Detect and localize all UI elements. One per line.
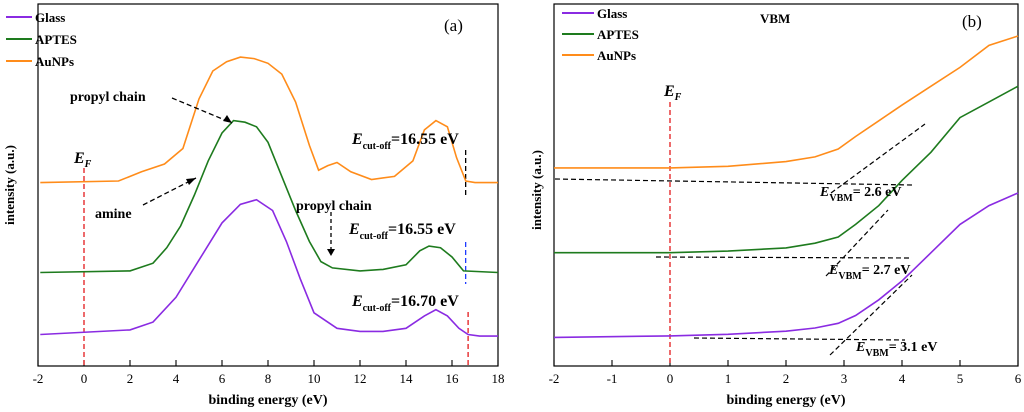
- annotation-propyl-chain-top: propyl chain: [70, 90, 146, 105]
- panel-a-label: (a): [444, 16, 463, 35]
- panel-a-frame: [37, 3, 499, 367]
- vbm-label-aptes: EVBM= 2.7 eV: [828, 263, 911, 282]
- vbm-tangent-aptes: [825, 209, 889, 277]
- panel-a-x-tick-label: 16: [446, 371, 460, 386]
- panel-a-series-glass: [40, 198, 498, 337]
- vbm-tangent-aunps: [830, 123, 926, 194]
- panel-b-series-glass: [553, 192, 1019, 339]
- panel-b-x-tick-label: 0: [667, 371, 674, 386]
- panel-b-x-tick-label: 4: [899, 371, 906, 386]
- amine-arrow: [142, 177, 197, 206]
- legend-b-label-aunps: AuNPs: [597, 48, 636, 63]
- legend-label-glass: Glass: [35, 10, 65, 25]
- panel-b-legend: Glass APTES AuNPs: [562, 6, 639, 63]
- panel-b-x-tick-labels: -2 -1 0 1 2 3 4 5 6: [549, 371, 1022, 386]
- vbm-baseline-aunps: [554, 178, 913, 186]
- panel-a-x-axis-label: binding energy (eV): [209, 393, 328, 408]
- panel-a-y-axis-label: intensity (a.u.): [2, 145, 17, 225]
- panel-b-x-tick-label: 5: [957, 371, 964, 386]
- panel-b-x-axis-label: binding energy (eV): [727, 393, 846, 408]
- panel-a-series-aunps: [40, 56, 498, 184]
- panel-b-x-tick-label: 3: [841, 371, 848, 386]
- legend-b-label-glass: Glass: [597, 6, 627, 21]
- panel-b-x-ticks: [553, 360, 1019, 366]
- panel-a-x-tick-label: 10: [308, 371, 321, 386]
- panel-b-x-tick-label: 1: [725, 371, 732, 386]
- cutoff-label-glass: Ecut-off=16.70 eV: [351, 293, 459, 314]
- panel-b-x-tick-label: 6: [1015, 371, 1022, 386]
- panel-b-title: VBM: [760, 11, 790, 26]
- vbm-tangent-glass: [829, 274, 913, 356]
- panel-a-x-ticks: [37, 360, 499, 366]
- panel-b-ef-label: EF: [663, 83, 682, 103]
- panel-b-series-aunps: [554, 35, 1019, 169]
- panel-b-x-tick-label: 2: [783, 371, 790, 386]
- panel-a-x-tick-label: 4: [173, 371, 180, 386]
- vbm-baseline-glass: [693, 337, 906, 341]
- panel-b: -2 -1 0 1 2 3 4 5 6 Glass APTES AuNPs VBM (b) EF…: [529, 3, 1022, 408]
- legend-label-aptes: APTES: [35, 32, 77, 47]
- vbm-label-aunps: EVBM= 2.6 eV: [819, 185, 902, 204]
- panel-b-x-tick-label: -2: [549, 371, 560, 386]
- panel-a-x-tick-label: 2: [127, 371, 134, 386]
- propyl-chain-top-arrow: [171, 97, 233, 124]
- panel-a-x-tick-label: 6: [219, 371, 226, 386]
- vbm-baseline-aptes: [655, 256, 913, 259]
- annotation-propyl-chain-bottom: propyl chain: [296, 199, 372, 214]
- panel-a-legend: Glass APTES AuNPs: [6, 10, 77, 69]
- cutoff-label-aptes: Ecut-off=16.55 eV: [348, 221, 456, 242]
- panel-a-x-tick-label: 18: [492, 371, 505, 386]
- panel-a-x-tick-label: -2: [33, 371, 44, 386]
- legend-label-aunps: AuNPs: [35, 54, 74, 69]
- panel-a-x-tick-label: 8: [265, 371, 272, 386]
- propyl-chain-bottom-arrowhead: [327, 249, 335, 256]
- amine-arrowhead: [186, 178, 196, 185]
- panel-a-x-tick-labels: -2 0 2 4 6 8 10 12 14 16 18: [33, 371, 505, 386]
- panel-b-label: (b): [962, 12, 982, 31]
- propyl-chain-top-arrowhead: [223, 115, 232, 123]
- panel-a-x-tick-label: 12: [354, 371, 367, 386]
- annotation-amine: amine: [95, 207, 132, 222]
- panel-b-series-aptes: [554, 85, 1019, 254]
- panel-a: -2 0 2 4 6 8 10 12 14 16 18 Glass APTES AuNPs (a) …: [2, 3, 505, 408]
- cutoff-label-aunps: Ecut-off=16.55 eV: [351, 131, 459, 152]
- panel-a-ef-label: EF: [73, 150, 92, 170]
- panel-b-x-tick-label: -1: [607, 371, 618, 386]
- vbm-label-glass: EVBM= 3.1 eV: [855, 340, 938, 359]
- panel-b-y-axis-label: intensity (a.u.): [529, 150, 544, 230]
- panel-a-x-tick-label: 14: [400, 371, 414, 386]
- panel-a-x-tick-label: 0: [81, 371, 88, 386]
- legend-b-label-aptes: APTES: [597, 27, 639, 42]
- panel-a-series-aptes: [40, 119, 499, 274]
